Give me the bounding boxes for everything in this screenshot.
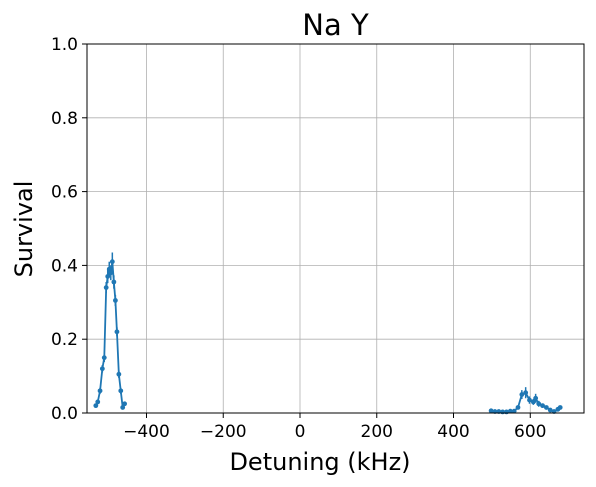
x-axis-label: Detuning (kHz) — [229, 448, 410, 476]
data-point — [118, 388, 124, 394]
y-tick-label: 0.2 — [51, 330, 78, 350]
ticks: −400 −200 0 200 400 600 0.0 0.2 0.4 0.6 0.8 1.0 — [51, 35, 547, 442]
data-point — [116, 371, 122, 377]
data-point — [111, 279, 117, 285]
y-tick-label: 0.8 — [51, 109, 78, 129]
x-tick-label: 400 — [437, 422, 469, 442]
data-point — [488, 408, 494, 414]
data-point — [515, 405, 521, 410]
data-point — [533, 395, 539, 401]
x-tick-label: 0 — [295, 422, 306, 442]
data-point — [543, 405, 549, 410]
data-point — [95, 399, 101, 405]
y-tick-label: 1.0 — [51, 35, 78, 55]
data-point — [109, 259, 115, 265]
y-tick-label: 0.6 — [51, 183, 78, 203]
x-tick-label: −400 — [123, 422, 170, 442]
data-point — [536, 401, 542, 407]
data-point — [547, 407, 553, 413]
series-layer — [93, 252, 563, 415]
y-tick-label: 0.4 — [51, 256, 78, 276]
chart-title: Na Y — [302, 8, 369, 42]
data-point — [93, 403, 99, 409]
data-point — [511, 408, 517, 414]
data-point — [114, 329, 120, 335]
data-point — [113, 298, 118, 303]
data-point — [103, 285, 109, 290]
data-point — [523, 390, 529, 396]
data-point — [99, 366, 105, 372]
data-point — [97, 388, 103, 394]
data-point — [530, 399, 536, 405]
data-point — [122, 401, 128, 407]
data-point — [507, 408, 513, 414]
data-point — [540, 403, 545, 409]
data-point — [120, 405, 126, 410]
y-tick-label: 0.0 — [51, 404, 78, 424]
data-point — [557, 405, 563, 410]
data-point — [108, 270, 114, 276]
data-point — [519, 392, 525, 397]
x-tick-label: 200 — [361, 422, 393, 442]
grid — [87, 43, 584, 414]
plot-frame — [86, 43, 585, 414]
x-tick-label: 600 — [514, 422, 546, 442]
data-point — [527, 397, 532, 403]
series-left — [93, 252, 128, 410]
x-tick-label: −200 — [200, 422, 247, 442]
y-axis-label: Survival — [10, 181, 38, 278]
data-point — [101, 355, 107, 361]
